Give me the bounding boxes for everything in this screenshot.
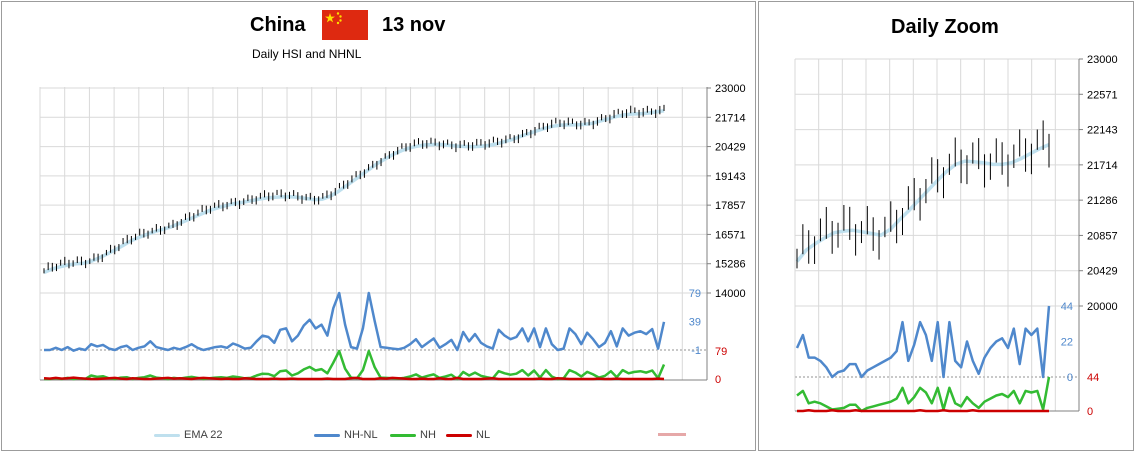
- nl-line: [43, 376, 665, 381]
- nhnl-tick-label: 44: [1061, 301, 1073, 313]
- price-tick-label: 20429: [1087, 266, 1118, 278]
- zoom-chart-plot: 23000 22571 22143 21714 21286 20857 20429 20000…: [794, 54, 1118, 418]
- legend-nh-swatch: [390, 433, 416, 437]
- price-tick-label: 14000: [715, 288, 746, 300]
- legend-nl-label: NL: [476, 429, 491, 441]
- ema-22-line: [43, 109, 665, 275]
- legend-nh-label: NH: [420, 429, 436, 441]
- price-tick-label: 22571: [1087, 89, 1118, 101]
- legend-nh: NH: [390, 429, 436, 441]
- nhnl-tick-label: 22: [1061, 337, 1073, 349]
- nh-tick-label: 0: [715, 374, 721, 386]
- legend-nhnl: NH-NL: [314, 429, 378, 441]
- legend-nhnl-label: NH-NL: [344, 429, 378, 441]
- nl-line: [797, 408, 1049, 413]
- price-tick-label: 22143: [1087, 125, 1118, 137]
- price-tick-label: 20857: [1087, 230, 1118, 242]
- chart-date: 13 nov: [382, 14, 446, 36]
- china-flag-icon: [322, 10, 368, 40]
- legend-ema-swatch: [154, 433, 180, 437]
- legend-ema-label: EMA 22: [184, 429, 223, 441]
- nhnl-tick-label: 79: [689, 288, 701, 300]
- legend-nl: NL: [446, 429, 490, 441]
- main-chart-panel: China 13 nov Daily HSI and NHNL 23000 217…: [1, 1, 756, 451]
- price-tick-label: 15286: [715, 259, 746, 271]
- main-chart-plot: 23000 21714 20429 19143 17857 16571 15286 14000…: [39, 83, 746, 386]
- nhnl-tick-label: 39: [689, 317, 701, 329]
- legend-baseline-swatch: [658, 433, 686, 436]
- nh-tick-label: 0: [1087, 406, 1093, 418]
- nhnl-tick-label: 0: [1067, 372, 1073, 384]
- price-tick-label: 21286: [1087, 195, 1118, 207]
- nh-line: [796, 376, 1051, 413]
- zoom-title: Daily Zoom: [891, 16, 999, 38]
- nh-tick-label: 44: [1087, 372, 1099, 384]
- nh-nl-line: [44, 291, 666, 352]
- price-tick-label: 23000: [1087, 54, 1118, 66]
- nh-tick-label: 79: [715, 346, 727, 358]
- ema-22-line: [795, 142, 1050, 263]
- chart-title: China: [250, 14, 306, 36]
- legend-nl-swatch: [446, 433, 472, 437]
- nh-nl-line: [795, 305, 1051, 379]
- legend-ema: EMA 22: [154, 429, 223, 441]
- price-tick-label: 20429: [715, 142, 746, 154]
- price-tick-label: 16571: [715, 229, 746, 241]
- price-tick-label: 21714: [1087, 160, 1118, 172]
- legend-nhnl-swatch: [314, 433, 340, 437]
- zoom-chart-panel: Daily Zoom 23000 22571 22143 21714 21286 2085…: [758, 1, 1134, 451]
- price-tick-label: 19143: [715, 171, 746, 183]
- price-tick-label: 21714: [715, 112, 746, 124]
- nh-line: [44, 349, 666, 381]
- chart-subtitle: Daily HSI and NHNL: [252, 47, 362, 61]
- price-tick-label: 17857: [715, 200, 746, 212]
- price-tick-label: 23000: [715, 83, 746, 95]
- price-tick-label: 20000: [1087, 301, 1118, 313]
- nhnl-tick-label: -1: [691, 345, 701, 357]
